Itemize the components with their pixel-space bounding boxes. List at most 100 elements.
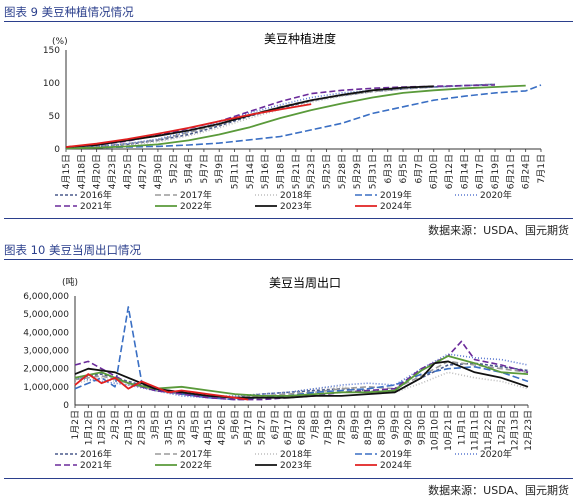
x-tick-label: 3月5日 xyxy=(150,410,161,439)
legend-item: 2022年 xyxy=(180,459,212,471)
x-tick-label: 11月11日 xyxy=(470,410,481,451)
legend-item: 2024年 xyxy=(380,200,412,212)
legend-item: 2016年 xyxy=(80,448,112,460)
legend-item: 2020年 xyxy=(480,189,512,201)
legend-item: 2016年 xyxy=(80,189,112,201)
x-tick-label: 8月9日 xyxy=(350,410,361,439)
figure-10-bottom-rule xyxy=(4,478,573,479)
series-line-2020年 xyxy=(74,353,529,399)
figure-9-bottom-rule xyxy=(4,218,573,219)
y-tick-label: 0 xyxy=(63,401,69,411)
x-tick-label: 6月12日 xyxy=(444,154,455,189)
series-line-2024年 xyxy=(65,103,312,148)
x-tick-label: 5月9日 xyxy=(214,154,225,183)
x-tick-label: 5月18日 xyxy=(276,154,287,189)
x-tick-label: 2月2日 xyxy=(110,410,121,439)
x-tick-label: 4月5日 xyxy=(190,410,201,439)
legend-item: 2019年 xyxy=(380,189,412,201)
y-tick-label: 4,000,000 xyxy=(23,328,69,338)
x-tick-label: 6月17日 xyxy=(475,154,486,189)
x-tick-label: 1月23日 xyxy=(97,410,108,445)
x-tick-label: 8月19日 xyxy=(363,410,374,445)
legend-item: 2018年 xyxy=(280,189,312,201)
x-tick-label: 5月2日 xyxy=(168,154,179,183)
legend-item: 2023年 xyxy=(280,200,312,212)
x-tick-label: 4月20日 xyxy=(92,154,103,189)
series-line-2022年 xyxy=(65,84,526,150)
series-line-2020年 xyxy=(65,83,496,149)
x-tick-label: 5月21日 xyxy=(291,154,302,189)
x-tick-label: 6月7日 xyxy=(270,410,281,439)
x-tick-label: 5月31日 xyxy=(367,154,378,189)
y-tick-label: 2,000,000 xyxy=(23,365,69,375)
figure-9-top-rule xyxy=(4,21,573,22)
x-tick-label: 12月13日 xyxy=(510,410,521,451)
x-tick-label: 6月21日 xyxy=(505,154,516,189)
x-tick-label: 4月27日 xyxy=(138,154,149,189)
x-tick-label: 7月19日 xyxy=(323,410,334,445)
x-tick-label: 11月1日 xyxy=(456,410,467,445)
x-tick-label: 5月4日 xyxy=(184,154,195,183)
x-tick-label: 6月3日 xyxy=(383,154,394,183)
x-tick-label: 5月14日 xyxy=(245,154,256,189)
x-tick-label: 4月15日 xyxy=(61,154,72,189)
y-unit-label: (吨) xyxy=(62,276,78,288)
x-tick-label: 11月22日 xyxy=(483,410,494,451)
y-tick-label: 5,000,000 xyxy=(23,310,69,320)
x-tick-label: 1月12日 xyxy=(83,410,94,445)
x-tick-label: 6月19日 xyxy=(490,154,501,189)
series-line-2016年 xyxy=(65,83,496,148)
x-tick-label: 4月26日 xyxy=(217,410,228,445)
x-tick-label: 5月6日 xyxy=(230,410,241,439)
x-tick-label: 8月30日 xyxy=(376,410,387,445)
figure-10-top-rule xyxy=(4,259,573,260)
chart-title: 美豆种植进度 xyxy=(264,31,336,46)
series-line-2019年 xyxy=(65,84,542,150)
x-tick-label: 10月10日 xyxy=(430,410,441,451)
legend-item: 2020年 xyxy=(480,448,512,460)
x-tick-label: 4月18日 xyxy=(76,154,87,189)
legend-item: 2021年 xyxy=(80,200,112,212)
legend-item: 2022年 xyxy=(180,200,212,212)
x-tick-label: 4月30日 xyxy=(153,154,164,189)
y-tick-label: 100 xyxy=(43,79,60,89)
x-tick-label: 4月15日 xyxy=(203,410,214,445)
x-tick-label: 3月25日 xyxy=(177,410,188,445)
x-tick-label: 7月8日 xyxy=(310,410,321,439)
x-tick-label: 6月17日 xyxy=(283,410,294,445)
y-unit-label: (%) xyxy=(52,37,68,47)
legend-item: 2019年 xyxy=(380,448,412,460)
x-tick-label: 9月9日 xyxy=(390,410,401,439)
x-tick-label: 5月11日 xyxy=(230,154,241,189)
x-tick-label: 5月28日 xyxy=(337,154,348,189)
weekly-exports-chart: 美豆当周出口 (吨) 0 1,000,000 2,000,000 3,000,000 4,0… xyxy=(23,276,534,471)
legend-item: 2018年 xyxy=(280,448,312,460)
x-tick-label: 4月23日 xyxy=(107,154,118,189)
x-tick-label: 3月15日 xyxy=(163,410,174,445)
x-tick-label: 5月25日 xyxy=(321,154,332,189)
x-tick-label: 4月25日 xyxy=(122,154,133,189)
x-tick-label: 5月29日 xyxy=(352,154,363,189)
legend-item: 2024年 xyxy=(380,459,412,471)
figure-10-source: 数据来源：USDA、国元期货 xyxy=(428,484,569,497)
x-tick-label: 5月23日 xyxy=(306,154,317,189)
legend-item: 2023年 xyxy=(280,459,312,471)
x-tick-label: 10月21日 xyxy=(443,410,454,451)
x-tick-label: 2月13日 xyxy=(123,410,134,445)
x-tick-label: 6月28日 xyxy=(297,410,308,445)
x-tick-label: 6月5日 xyxy=(398,154,409,183)
x-tick-label: 6月10日 xyxy=(429,154,440,189)
y-tick-label: 1,000,000 xyxy=(23,383,69,393)
x-tick-label: 9月30日 xyxy=(416,410,427,445)
x-tick-label: 6月24日 xyxy=(521,154,532,189)
y-tick-label: 0 xyxy=(54,145,60,155)
chart-title: 美豆当周出口 xyxy=(269,276,341,290)
x-tick-label: 5月27日 xyxy=(257,410,268,445)
planting-progress-chart: 美豆种植进度 (%) 0 50 100 150 4月15日 4月18日 4月20日 4月23日 4月… xyxy=(43,31,547,212)
x-tick-label: 7月1日 xyxy=(536,154,547,183)
series-line-2024年 xyxy=(74,373,249,401)
figure-9-caption: 图表 9 美豆种植情况情况 xyxy=(4,5,134,19)
x-tick-label: 9月20日 xyxy=(403,410,414,445)
x-tick-label: 6月14日 xyxy=(459,154,470,189)
series-line-2023年 xyxy=(74,360,529,399)
